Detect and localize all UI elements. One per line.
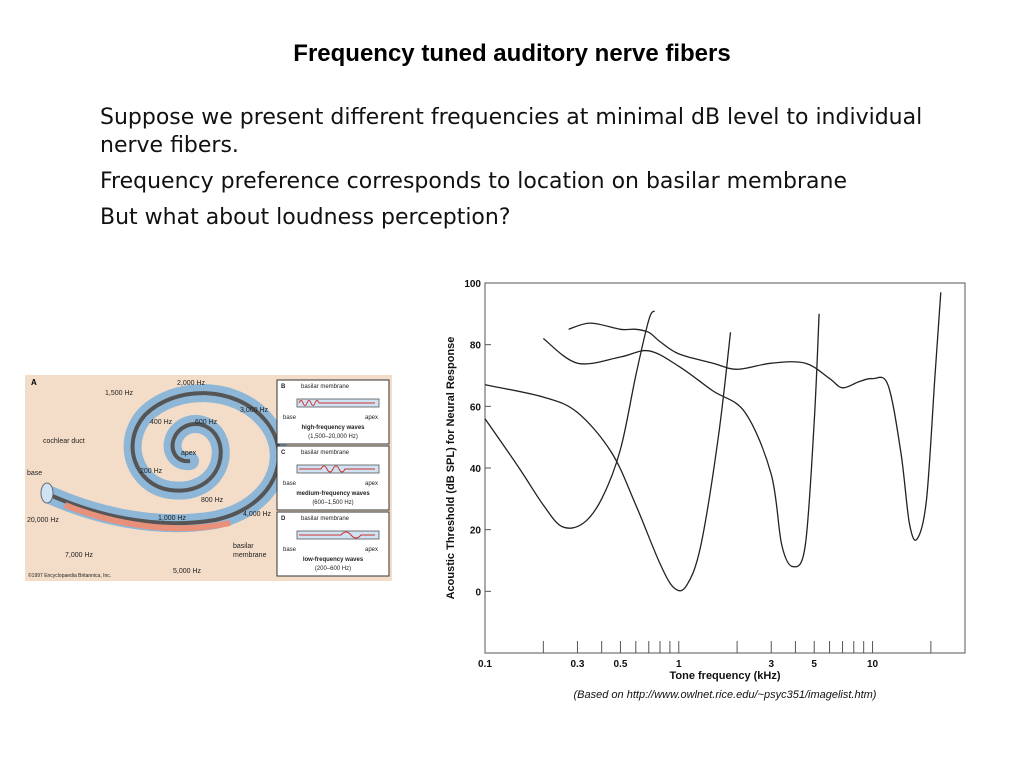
panel-title: medium-frequency waves bbox=[296, 491, 370, 497]
panel-membrane-label: basilar membrane bbox=[301, 450, 350, 456]
y-tick-label: 0 bbox=[475, 587, 481, 598]
structure-label: cochlear duct bbox=[43, 438, 85, 445]
panel-range: (600–1,500 Hz) bbox=[312, 500, 353, 506]
x-tick-label: 0.5 bbox=[613, 659, 627, 670]
y-tick-label: 20 bbox=[470, 526, 482, 537]
chart-svg: 100 80 60 40 20 0 0.1 0.3 0.5 1 3 5 10 Tone frequen… bbox=[445, 279, 966, 701]
wave-panels: B basilar membrane base apex high-freque… bbox=[276, 379, 390, 577]
frequency-label: 5,000 Hz bbox=[173, 568, 202, 575]
panel-title: high-frequency waves bbox=[301, 425, 365, 431]
frequency-label: 200 Hz bbox=[140, 468, 163, 475]
structure-label: base bbox=[27, 470, 42, 477]
bullet-list: Suppose we present different frequencies… bbox=[100, 104, 980, 240]
frequency-label: 4,000 Hz bbox=[243, 511, 272, 518]
panel-membrane-label: basilar membrane bbox=[301, 516, 350, 522]
panel-range: (200–600 Hz) bbox=[315, 566, 351, 572]
panel-base-label: base bbox=[283, 481, 297, 487]
tuning-curve-1 bbox=[484, 310, 656, 529]
frequency-label: 400 Hz bbox=[150, 419, 173, 426]
cochlea-figure-svg: A 2,000 Hz 1,500 Hz 3,000 Hz 400 Hz 600 … bbox=[25, 375, 392, 581]
frequency-label: 1,500 Hz bbox=[105, 390, 134, 397]
x-axis-label: Tone frequency (kHz) bbox=[669, 670, 780, 682]
x-tick-label: 0.3 bbox=[571, 659, 585, 670]
panel-base-label: base bbox=[283, 547, 297, 553]
panel-apex-label: apex bbox=[365, 415, 378, 421]
panel-letter: D bbox=[281, 516, 286, 522]
bullet-item: But what about loudness perception? bbox=[100, 205, 511, 230]
frequency-label: 20,000 Hz bbox=[27, 517, 59, 524]
frequency-label: 800 Hz bbox=[201, 497, 224, 504]
plot-frame bbox=[484, 282, 966, 654]
panel-label: A bbox=[31, 378, 37, 387]
frequency-label: 600 Hz bbox=[195, 419, 218, 426]
panel-letter: B bbox=[281, 384, 286, 390]
frequency-label: 2,000 Hz bbox=[177, 380, 206, 387]
copyright-note: ©1997 Encyclopaedia Britannica, Inc. bbox=[28, 572, 111, 579]
tuning-curve-chart: 100 80 60 40 20 0 0.1 0.3 0.5 1 3 5 10 Tone frequen… bbox=[430, 275, 990, 715]
frequency-label: 1,000 Hz bbox=[158, 515, 187, 522]
tuning-curve-4 bbox=[568, 292, 942, 541]
frequency-label: 7,000 Hz bbox=[65, 552, 94, 559]
structure-label: membrane bbox=[233, 552, 267, 559]
y-tick-label: 40 bbox=[470, 464, 482, 475]
slide-title: Frequency tuned auditory nerve fibers bbox=[293, 40, 731, 67]
x-tick-label: 3 bbox=[768, 659, 774, 670]
tuning-curve-3 bbox=[542, 313, 820, 568]
x-tick-label: 1 bbox=[676, 659, 682, 670]
panel-apex-label: apex bbox=[365, 547, 378, 553]
tuning-curve-2 bbox=[484, 332, 732, 592]
cochlea-illustration: A 2,000 Hz 1,500 Hz 3,000 Hz 400 Hz 600 … bbox=[25, 375, 392, 581]
y-tick-label: 60 bbox=[470, 402, 482, 413]
panel-letter: C bbox=[281, 450, 286, 456]
panel-membrane-label: basilar membrane bbox=[301, 384, 350, 390]
x-tick-label: 5 bbox=[811, 659, 817, 670]
panel-base-label: base bbox=[283, 415, 297, 421]
x-tick-label: 0.1 bbox=[478, 659, 492, 670]
structure-label: basilar bbox=[233, 543, 254, 550]
frequency-label: 3,000 Hz bbox=[240, 407, 269, 414]
panel-title: low-frequency waves bbox=[303, 557, 364, 563]
x-tick-label: 10 bbox=[867, 659, 879, 670]
y-axis-label: Acoustic Threshold (dB SPL) for Neural R… bbox=[445, 337, 457, 600]
structure-label: apex bbox=[181, 450, 197, 457]
y-tick-label: 80 bbox=[470, 341, 482, 352]
panel-apex-label: apex bbox=[365, 481, 378, 487]
bullet-item: Suppose we present different frequencies… bbox=[100, 105, 923, 158]
panel-range: (1,500–20,000 Hz) bbox=[308, 434, 358, 440]
y-tick-label: 100 bbox=[464, 279, 481, 290]
source-note: (Based on http://www.owlnet.rice.edu/~ps… bbox=[574, 689, 877, 701]
bullet-item: Frequency preference corresponds to loca… bbox=[100, 169, 847, 194]
